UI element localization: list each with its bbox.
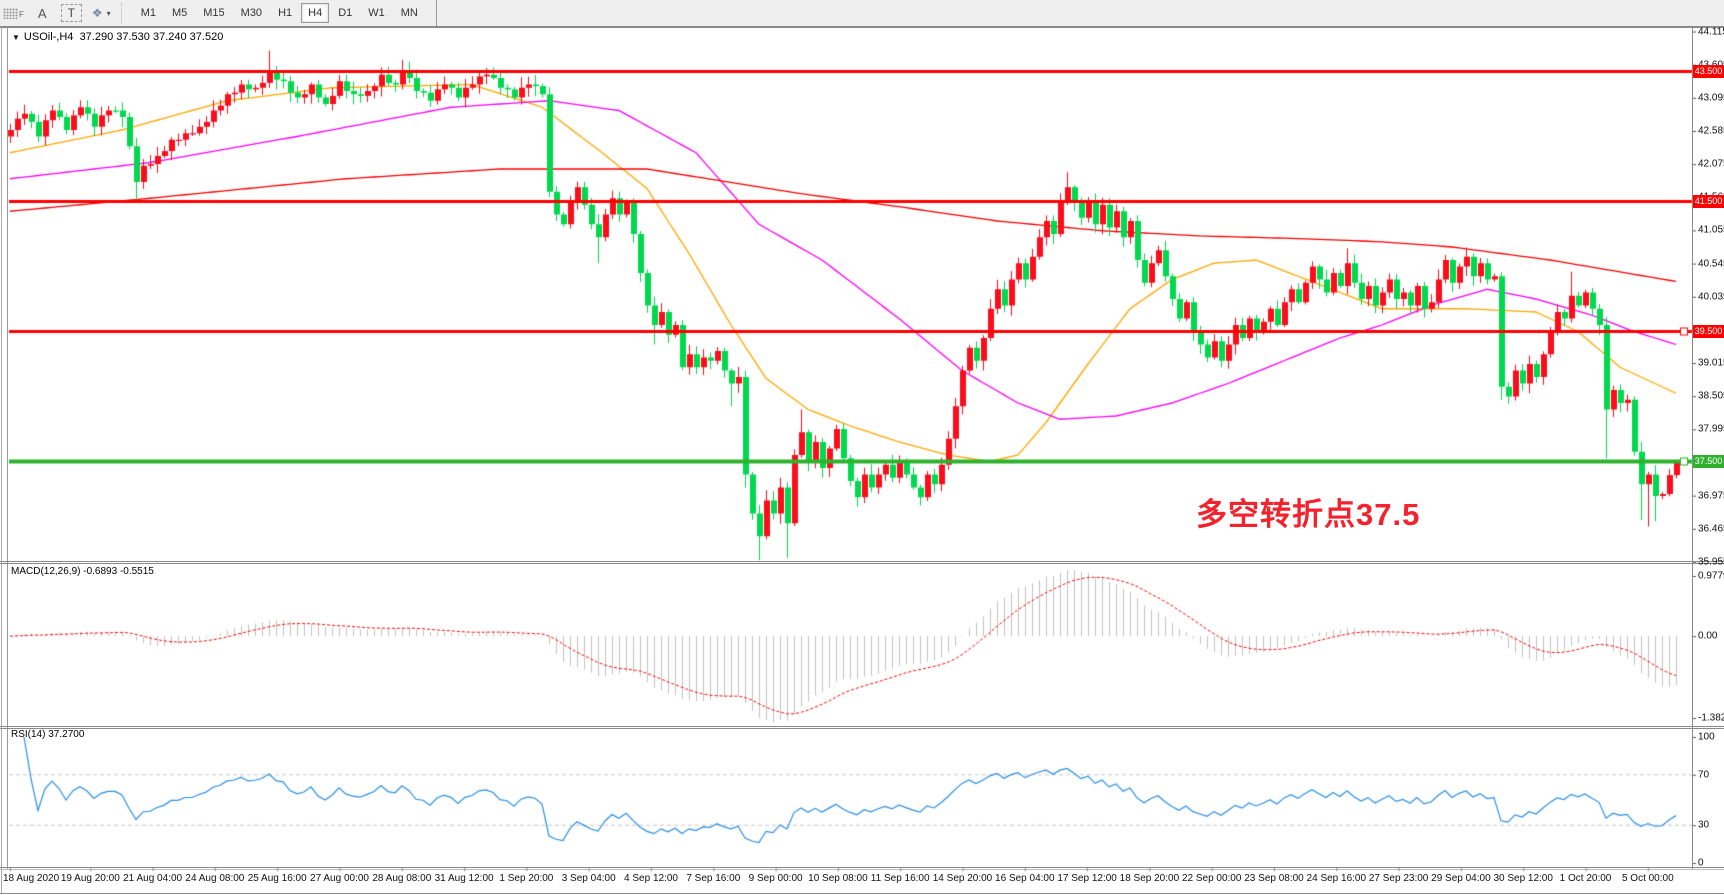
window-top-border [0,27,1724,28]
rsi-separator-top [0,726,1724,727]
price-tick-40.545: 40.545 [1698,258,1724,270]
price-badge-43.500: 43.500 [1693,65,1724,78]
date-tick-11: 7 Sep 16:00 [686,873,741,884]
rsi-value: 37.2700 [48,729,85,740]
rsi-tick-0: 0 [1698,857,1704,869]
date-tick-15: 14 Sep 20:00 [932,873,993,884]
date-tick-21: 24 Sep 16:00 [1306,873,1367,884]
text-label-button[interactable]: T [60,4,82,22]
chevron-down-icon: ▾ [106,8,111,18]
date-axis-separator [0,867,1724,868]
rsi-name: RSI(14) [11,729,46,740]
date-tick-18: 18 Sep 20:00 [1119,873,1180,884]
rsi-tick-30: 30 [1698,819,1710,831]
timeframe-button-d1[interactable]: D1 [331,3,359,23]
macd-separator-top [0,561,1724,562]
window-left-border-outer [1,27,2,893]
toolbar: F A T ❖ ▾ M1 M5 M15 M30 H1 H4 D1 W1 MN [0,0,1724,27]
chart-text-annotation[interactable]: 多空转折点37.5 [1196,497,1421,532]
shapes-tool-button[interactable]: ❖ ▾ [92,6,111,20]
date-tick-9: 3 Sep 04:00 [561,873,616,884]
timeframe-button-m1[interactable]: M1 [134,3,163,23]
price-tick-42.075: 42.075 [1698,158,1724,170]
timeframe-button-w1[interactable]: W1 [361,3,392,23]
date-tick-26: 5 Oct 00:00 [1621,873,1674,884]
price-badge-37.500: 37.500 [1693,455,1724,468]
timeframe-button-m30[interactable]: M30 [234,3,269,23]
price-tick-40.035: 40.035 [1698,291,1724,303]
date-tick-1: 19 Aug 20:00 [60,873,120,884]
price-tick-36.975: 36.975 [1698,490,1724,502]
price-badge-41.500: 41.500 [1693,195,1724,208]
symbol-dropdown-icon[interactable]: ▼ [12,33,20,42]
date-tick-7: 31 Aug 12:00 [434,873,494,884]
date-tick-23: 29 Sep 04:00 [1431,873,1491,884]
symbol-name: USOil-,H4 [23,31,74,43]
date-tick-13: 10 Sep 08:00 [808,873,868,884]
date-tick-24: 30 Sep 12:00 [1493,873,1553,884]
macd-name: MACD(12,26,9) [11,566,81,577]
price-tick-42.585: 42.585 [1698,125,1724,137]
shapes-icon: ❖ [91,6,103,20]
date-tick-5: 27 Aug 00:00 [310,873,369,884]
fast-navigation-icon[interactable]: F [3,7,24,19]
timeframe-button-m15[interactable]: M15 [196,3,231,23]
date-tick-10: 4 Sep 12:00 [624,873,678,884]
timeframe-button-h1[interactable]: H1 [271,3,299,23]
timeframe-group: M1 M5 M15 M30 H1 H4 D1 W1 MN [133,3,426,23]
rsi-separator-bottom [0,728,1724,729]
date-tick-25: 1 Oct 20:00 [1559,873,1612,884]
price-tick-36.465: 36.465 [1698,523,1724,535]
price-badge-39.500: 39.500 [1693,325,1724,338]
date-tick-20: 23 Sep 08:00 [1244,873,1304,884]
ohlc-values: 37.290 37.530 37.240 37.520 [79,31,224,43]
macd-tick-max: 0.9779 [1698,570,1724,582]
toolbar-separator [120,3,127,23]
price-tick-35.955: 35.955 [1698,556,1724,568]
date-tick-14: 11 Sep 16:00 [870,873,930,884]
price-tick-38.505: 38.505 [1698,390,1724,402]
arrow-text-button[interactable]: A [30,4,55,23]
toolbar-separator-2 [435,0,437,26]
date-tick-8: 1 Sep 20:00 [499,873,554,884]
date-tick-16: 16 Sep 04:00 [995,873,1055,884]
fast-nav-label: F [19,9,24,19]
date-tick-2: 21 Aug 04:00 [123,873,183,884]
date-tick-12: 9 Sep 00:00 [748,873,803,884]
date-tick-17: 17 Sep 12:00 [1057,873,1117,884]
macd-tick-min: -1.382 [1698,712,1724,724]
date-tick-3: 24 Aug 08:00 [185,873,245,884]
date-tick-22: 27 Sep 23:00 [1368,873,1429,884]
rsi-panel-label: RSI(14) 37.2700 [11,729,84,740]
window-bottom-border [0,893,1724,894]
date-axis-separator-2 [0,869,1724,870]
date-tick-4: 25 Aug 16:00 [247,873,307,884]
price-tick-41.055: 41.055 [1698,224,1724,236]
timeframe-button-mn[interactable]: MN [394,3,425,23]
date-tick-6: 28 Aug 08:00 [372,873,432,884]
window-left-border-inner [7,27,8,869]
macd-panel-label: MACD(12,26,9) -0.6893 -0.5515 [11,566,154,577]
price-tick-39.015: 39.015 [1698,357,1724,369]
price-tick-44.115: 44.115 [1698,26,1724,38]
date-tick-19: 22 Sep 00:00 [1181,873,1242,884]
macd-separator-bottom [0,563,1724,564]
timeframe-button-h4[interactable]: H4 [301,3,330,23]
price-axis-border [1692,27,1693,869]
rsi-tick-70: 70 [1698,769,1710,781]
macd-values: -0.6893 -0.5515 [83,566,154,577]
price-tick-43.095: 43.095 [1698,92,1724,104]
rsi-tick-100: 100 [1698,731,1715,743]
timeframe-button-m5[interactable]: M5 [165,3,194,23]
price-tick-43.605: 43.605 [1698,59,1724,70]
macd-tick-zero: 0.00 [1698,630,1718,642]
chart-title: ▼ USOil-,H4 37.290 37.530 37.240 37.520 [12,31,223,43]
date-tick-0: 18 Aug 2020 [3,873,60,884]
grid-icon [3,7,18,19]
price-tick-37.995: 37.995 [1698,423,1724,435]
